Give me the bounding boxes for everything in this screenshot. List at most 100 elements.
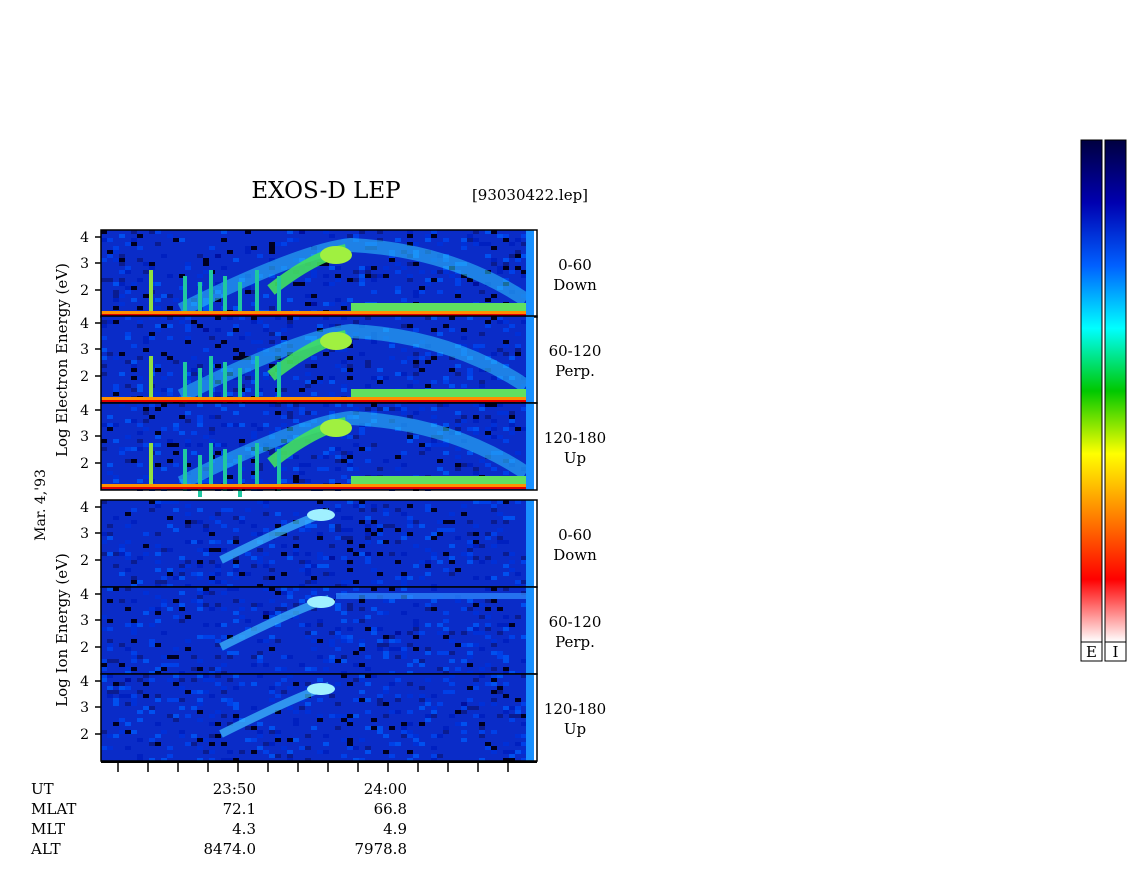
- spectrogram-cell: [503, 340, 509, 344]
- spectrogram-cell: [131, 623, 137, 627]
- spectrogram-cell: [101, 746, 107, 750]
- spectrogram-cell: [491, 639, 497, 643]
- spectrogram-cell: [221, 580, 227, 584]
- panels-layer: [100, 229, 538, 762]
- spectrogram-cell: [341, 611, 347, 615]
- spectrogram-cell: [377, 572, 383, 576]
- flux-arc: [177, 237, 530, 317]
- spectrogram-cell: [305, 524, 311, 528]
- spectrogram-cell: [203, 258, 209, 262]
- spectrogram-cell: [365, 270, 371, 274]
- spectrogram-cell: [137, 710, 143, 714]
- spectrogram-cell: [149, 758, 155, 762]
- spectrogram-cell: [143, 544, 149, 548]
- spectrogram-cell: [215, 568, 221, 572]
- spectrogram-cell: [299, 463, 305, 467]
- spectrogram-cell: [245, 246, 251, 250]
- spectrogram-cell: [335, 702, 341, 706]
- spectrogram-cell: [371, 726, 377, 730]
- spectrogram-cell: [329, 392, 335, 396]
- spectrogram-cell: [269, 587, 275, 591]
- spectrogram-cell: [269, 611, 275, 615]
- spectrogram-cell: [251, 380, 257, 384]
- spectrogram-cell: [155, 451, 161, 455]
- panel-angle-label: 0-60: [558, 526, 592, 544]
- spectrogram-cell: [425, 651, 431, 655]
- spectrogram-cell: [179, 603, 185, 607]
- spectrogram-cell: [347, 459, 353, 463]
- spectrogram-cell: [467, 599, 473, 603]
- spectrogram-cell: [347, 278, 353, 282]
- spectrogram-cell: [509, 270, 515, 274]
- spectrogram-cell: [185, 564, 191, 568]
- spectrogram-cell: [311, 647, 317, 651]
- spectrogram-cell: [245, 332, 251, 336]
- spectrogram-cell: [131, 407, 137, 411]
- spectrogram-cell: [485, 607, 491, 611]
- spectrogram-cell: [287, 738, 293, 742]
- spectrogram-cell: [449, 682, 455, 686]
- spectrogram-cell: [113, 294, 119, 298]
- spectrogram-cell: [389, 635, 395, 639]
- flux-peak: [320, 419, 352, 437]
- spectrogram-cell: [401, 360, 407, 364]
- spectrogram-cell: [323, 262, 329, 266]
- spectrogram-cell: [401, 726, 407, 730]
- spectrogram-cell: [125, 746, 131, 750]
- spectrogram-cell: [449, 274, 455, 278]
- spectrogram-cell: [401, 512, 407, 516]
- spectrogram-cell: [251, 607, 257, 611]
- spectrogram-cell: [359, 278, 365, 282]
- spectrogram-cell: [203, 674, 209, 678]
- spectrogram-cell: [275, 427, 281, 431]
- spectrogram-cell: [185, 512, 191, 516]
- spectrogram-cell: [347, 455, 353, 459]
- spectrogram-cell: [503, 615, 509, 619]
- spectrogram-cell: [407, 274, 413, 278]
- spectrogram-cell: [353, 443, 359, 447]
- spectrogram-cell: [305, 572, 311, 576]
- spectrogram-cell: [425, 623, 431, 627]
- spectrogram-cell: [365, 447, 371, 451]
- spectrogram-cell: [455, 599, 461, 603]
- spectrogram-cell: [215, 710, 221, 714]
- spectrogram-cell: [185, 584, 191, 588]
- spectrogram-cell: [179, 698, 185, 702]
- spectrogram-cell: [197, 576, 203, 580]
- spectrogram-cell: [479, 730, 485, 734]
- spectrogram-cell: [101, 532, 107, 536]
- spectrogram-cell: [281, 587, 287, 591]
- spectrogram-cell: [323, 274, 329, 278]
- spectrogram-cell: [347, 528, 353, 532]
- spectrogram-cell: [239, 750, 245, 754]
- spectrogram-cell: [179, 274, 185, 278]
- spectrogram-cell: [521, 254, 527, 258]
- spectrogram-cell: [287, 316, 293, 320]
- spectrogram-cell: [377, 274, 383, 278]
- spectrogram-cell: [245, 619, 251, 623]
- spectrogram-cell: [263, 611, 269, 615]
- spectrogram-cell: [275, 611, 281, 615]
- spectrogram-cell: [383, 524, 389, 528]
- spectrogram-cell: [227, 479, 233, 483]
- spectrogram-cell: [287, 298, 293, 302]
- spectrogram-cell: [389, 356, 395, 360]
- spectrogram-cell: [293, 587, 299, 591]
- spectrogram-cell: [227, 750, 233, 754]
- spectrogram-cell: [353, 663, 359, 667]
- spectrogram-cell: [419, 270, 425, 274]
- spectrogram-cell: [509, 431, 515, 435]
- orbit-value: 4.3: [232, 820, 256, 838]
- y-tick-label: 3: [80, 342, 89, 358]
- spectrogram-cell: [431, 316, 437, 320]
- spectrogram-cell: [155, 306, 161, 310]
- spectrogram-cell: [365, 266, 371, 270]
- spectrogram-cell: [281, 667, 287, 671]
- spectrogram-cell: [143, 694, 149, 698]
- spectrogram-cell: [359, 643, 365, 647]
- spectrogram-cell: [485, 298, 491, 302]
- spectrogram-cell: [485, 230, 491, 234]
- spectrogram-cell: [473, 242, 479, 246]
- burst-stripe: [198, 455, 202, 497]
